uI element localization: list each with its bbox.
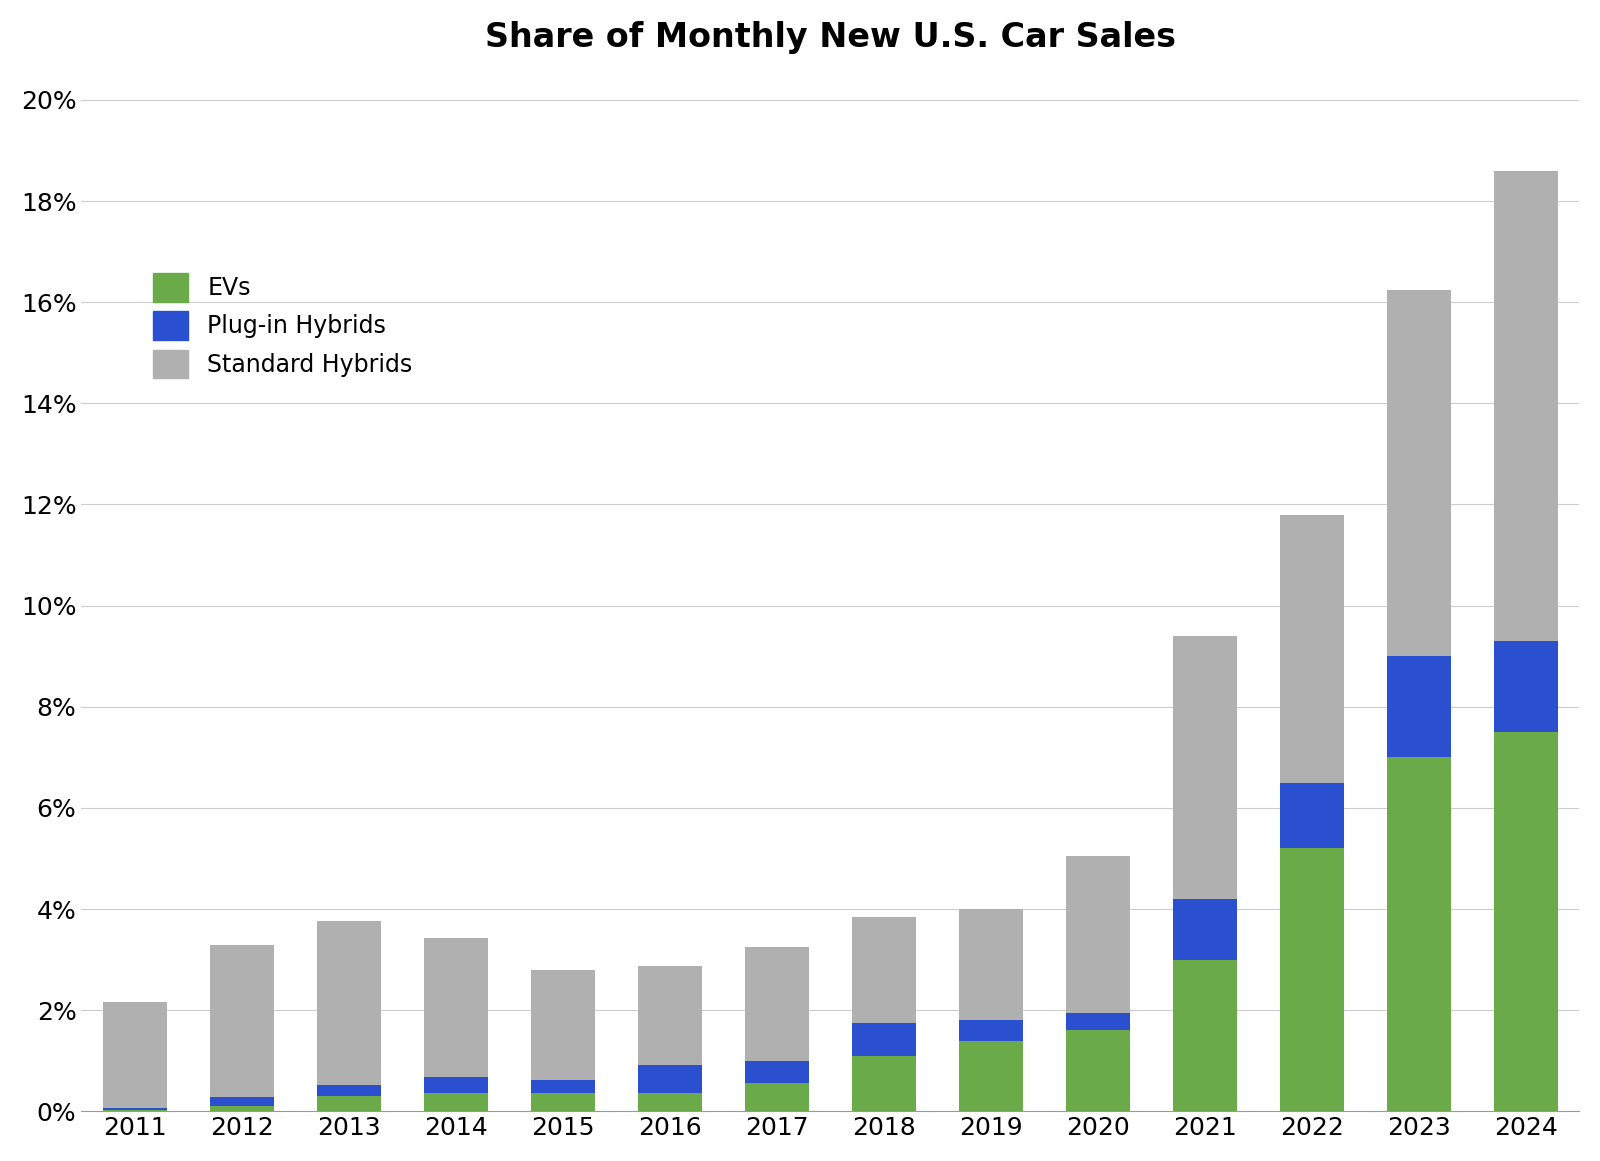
Bar	[958, 1040, 1022, 1111]
Bar	[531, 1080, 595, 1093]
Bar	[1387, 656, 1451, 757]
Bar	[531, 969, 595, 1080]
Bar	[958, 1021, 1022, 1040]
Bar	[1493, 733, 1558, 1111]
Bar	[851, 916, 915, 1023]
Bar	[317, 1086, 381, 1096]
Bar	[1173, 960, 1237, 1111]
Bar	[1280, 783, 1344, 849]
Bar	[210, 945, 274, 1097]
Bar	[102, 1002, 166, 1109]
Bar	[102, 1110, 166, 1111]
Bar	[317, 1096, 381, 1111]
Bar	[744, 947, 810, 1061]
Bar	[531, 1093, 595, 1111]
Bar	[1066, 1031, 1130, 1111]
Bar	[744, 1061, 810, 1083]
Title: Share of Monthly New U.S. Car Sales: Share of Monthly New U.S. Car Sales	[485, 21, 1176, 53]
Bar	[1387, 289, 1451, 656]
Bar	[851, 1055, 915, 1111]
Bar	[424, 1093, 488, 1111]
Bar	[317, 921, 381, 1086]
Bar	[210, 1097, 274, 1106]
Bar	[638, 966, 702, 1065]
Bar	[424, 938, 488, 1077]
Bar	[1493, 171, 1558, 641]
Bar	[210, 1106, 274, 1111]
Bar	[1066, 1012, 1130, 1031]
Bar	[424, 1077, 488, 1093]
Bar	[1280, 849, 1344, 1111]
Bar	[1066, 856, 1130, 1012]
Bar	[1173, 636, 1237, 899]
Bar	[638, 1065, 702, 1093]
Bar	[1387, 757, 1451, 1111]
Bar	[744, 1083, 810, 1111]
Legend: EVs, Plug-in Hybrids, Standard Hybrids: EVs, Plug-in Hybrids, Standard Hybrids	[154, 273, 413, 378]
Bar	[1173, 899, 1237, 960]
Bar	[851, 1023, 915, 1055]
Bar	[958, 909, 1022, 1021]
Bar	[1280, 514, 1344, 783]
Bar	[1493, 641, 1558, 733]
Bar	[102, 1109, 166, 1110]
Bar	[638, 1093, 702, 1111]
